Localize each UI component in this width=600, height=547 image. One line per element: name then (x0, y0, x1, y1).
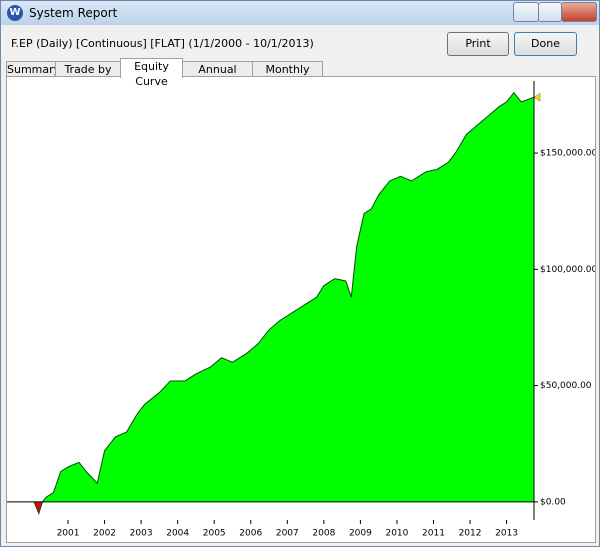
chart: $0.00 $50,000.00 $100,000.00 $150,000.00 200… (7, 81, 598, 539)
chart-panel: $0.00 $50,000.00 $100,000.00 $150,000.00 200… (6, 76, 598, 543)
y-tick-label: $0.00 (540, 497, 566, 507)
x-tick-label: 2009 (349, 529, 372, 539)
report-subtitle: F.EP (Daily) [Continuous] [FLAT] (1/1/20… (11, 37, 314, 50)
title-bar: W System Report (1, 1, 599, 25)
minimize-button[interactable] (513, 2, 539, 22)
maximize-button[interactable] (538, 2, 562, 22)
x-tick-label: 2012 (459, 529, 482, 539)
x-tick-label: 2005 (203, 529, 226, 539)
window-title: System Report (29, 6, 118, 20)
x-tick-label: 2001 (57, 529, 80, 539)
x-tick-label: 2002 (93, 529, 116, 539)
close-button[interactable] (561, 2, 597, 22)
tab[interactable]: Trade by trade (55, 61, 121, 91)
x-tick-label: 2010 (385, 529, 408, 539)
print-button[interactable]: Print (447, 32, 509, 56)
y-tick-label: $50,000.00 (540, 381, 592, 391)
x-tick-label: 2008 (312, 529, 335, 539)
x-tick-label: 2004 (166, 529, 189, 539)
y-tick-label: $100,000.00 (540, 265, 595, 275)
x-tick-label: 2006 (239, 529, 262, 539)
end-marker (533, 92, 541, 102)
done-button[interactable]: Done (514, 32, 577, 56)
app-icon: W (7, 5, 23, 21)
x-tick-label: 2003 (130, 529, 153, 539)
x-tick-label: 2013 (495, 529, 518, 539)
x-tick-label: 2011 (422, 529, 445, 539)
drawdown-area (34, 501, 43, 514)
x-tick-label: 2007 (276, 529, 299, 539)
tab[interactable]: Annual Results (182, 61, 253, 91)
tab[interactable]: Summary (6, 61, 61, 77)
equity-line (33, 91, 535, 515)
y-tick-label: $150,000.00 (540, 149, 595, 159)
tab[interactable]: Monthly Results (252, 61, 323, 91)
tab-selected[interactable]: Equity Curve (120, 58, 183, 88)
equity-area (34, 92, 534, 502)
